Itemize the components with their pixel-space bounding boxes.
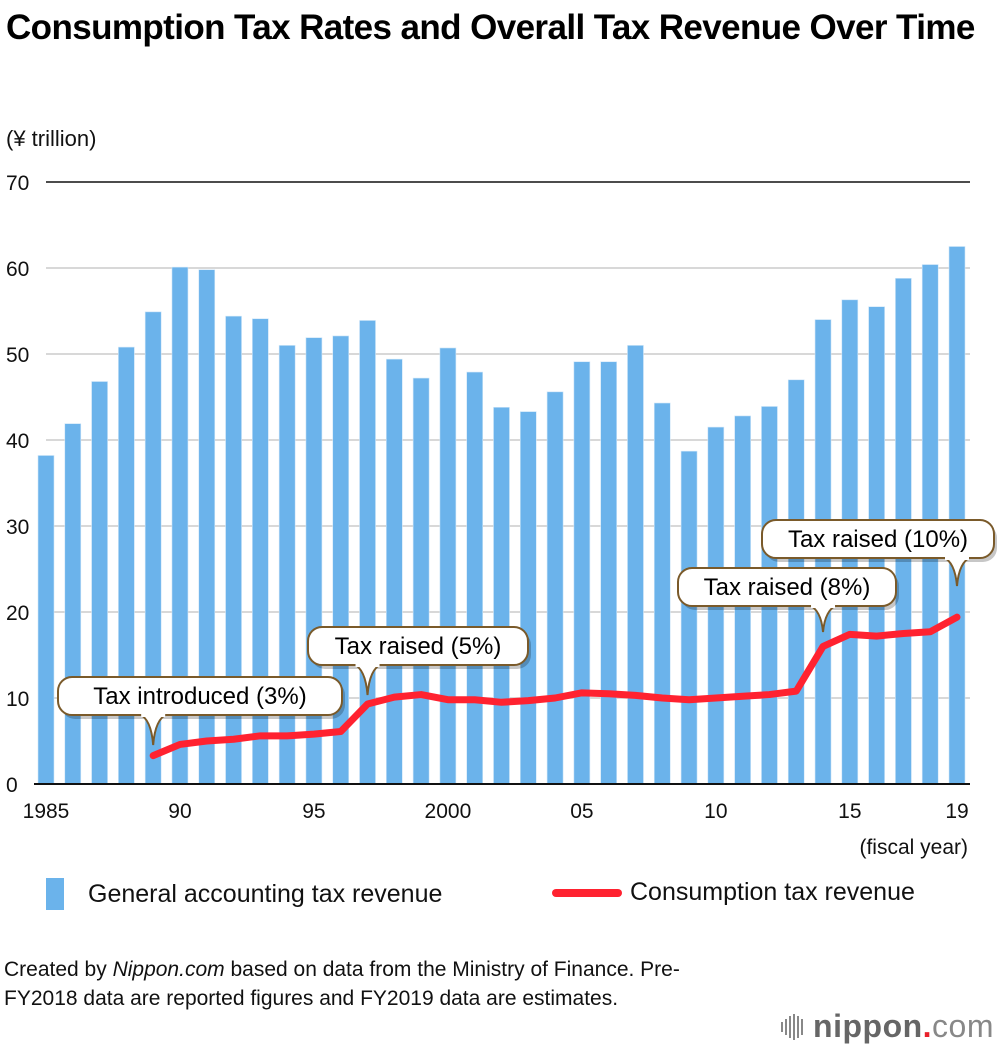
- y-tick-label: 20: [6, 602, 29, 625]
- bar: [37, 455, 55, 785]
- legend: General accounting tax revenue Consumpti…: [46, 878, 986, 918]
- y-tick-label: 0: [6, 774, 18, 797]
- legend-bar-swatch-icon: [46, 878, 64, 910]
- x-tick-label: 2000: [425, 800, 472, 823]
- logo-dot: .: [922, 1008, 933, 1044]
- callout-seam: [945, 555, 969, 560]
- legend-bar-label: General accounting tax revenue: [88, 879, 443, 908]
- x-tick-label: 05: [570, 800, 593, 823]
- logo-soundwave-icon: [781, 1013, 804, 1040]
- chart-plot: 0 10 20 30 40 50 60 70 1985 90 95 2000 05 10 15 19 Tax…: [6, 172, 997, 859]
- y-tick-label: 10: [6, 688, 29, 711]
- callout-label: Tax introduced (3%): [93, 683, 306, 710]
- y-tick-label: 50: [6, 344, 29, 367]
- bar: [91, 381, 108, 785]
- bar: [466, 371, 484, 785]
- y-tick-label: 70: [6, 172, 29, 195]
- bar: [573, 361, 591, 785]
- x-tick-label: 95: [302, 800, 325, 823]
- legend-item-bars: General accounting tax revenue: [46, 878, 442, 910]
- x-tick-label: 15: [838, 800, 861, 823]
- callout-box: [307, 626, 529, 666]
- callout-seam: [355, 662, 380, 667]
- callout-seam: [811, 603, 836, 608]
- source-prefix: Created by: [4, 958, 113, 981]
- legend-line-label: Consumption tax revenue: [630, 878, 915, 906]
- y-axis-unit-label: (¥ trillion): [6, 126, 97, 151]
- bar: [439, 347, 457, 785]
- bar: [600, 361, 617, 785]
- bar: [680, 450, 698, 785]
- source-note: Created by Nippon.com based on data from…: [4, 955, 744, 1013]
- x-tick-label: 90: [168, 800, 191, 823]
- bar: [386, 358, 403, 785]
- bar: [519, 411, 537, 785]
- annotation-callout: Tax raised (5%): [307, 626, 531, 696]
- legend-item-line: Consumption tax revenue: [552, 878, 915, 907]
- nippon-logo: nippon. com: [781, 1008, 994, 1045]
- bar: [64, 423, 82, 785]
- y-tick-label: 30: [6, 516, 29, 539]
- annotations: Tax introduced (3%) Tax raised (5%) Tax ra…: [57, 519, 997, 746]
- x-tick-label: 19: [945, 800, 968, 823]
- y-tick-label: 40: [6, 430, 29, 453]
- y-axis-ticks: 0 10 20 30 40 50 60 70: [6, 172, 29, 797]
- callout-label: Tax raised (10%): [788, 526, 968, 553]
- bar: [653, 402, 671, 785]
- bar: [493, 407, 510, 785]
- callout-label: Tax raised (8%): [704, 574, 871, 601]
- x-tick-label: 10: [704, 800, 727, 823]
- callout-label: Tax raised (5%): [335, 633, 502, 660]
- callout-seam: [141, 712, 166, 717]
- callout-box: [57, 676, 343, 716]
- legend-line-swatch-icon: [552, 888, 622, 897]
- x-axis-ticks: 1985 90 95 2000 05 10 15 19: [23, 800, 969, 823]
- bar: [546, 391, 564, 785]
- bar: [412, 377, 430, 785]
- logo-name: nippon: [813, 1008, 923, 1044]
- annotation-callout: Tax raised (10%): [761, 519, 997, 587]
- annotation-callout: Tax introduced (3%): [57, 676, 345, 746]
- bar: [627, 345, 644, 785]
- chart-title: Consumption Tax Rates and Overall Tax Re…: [6, 8, 975, 47]
- source-suffix: based on data from the Ministry of Finan…: [4, 958, 680, 1010]
- bar: [948, 246, 966, 785]
- source-brand: Nippon.com: [112, 958, 225, 981]
- annotation-callout: Tax raised (8%): [677, 567, 899, 633]
- callout-box: [677, 567, 897, 607]
- y-tick-label: 60: [6, 258, 29, 281]
- x-tick-label: 1985: [23, 800, 70, 823]
- x-axis-label: (fiscal year): [859, 836, 968, 859]
- line-series: [149, 613, 961, 760]
- logo-tld: com: [932, 1008, 994, 1044]
- callout-box: [761, 519, 995, 559]
